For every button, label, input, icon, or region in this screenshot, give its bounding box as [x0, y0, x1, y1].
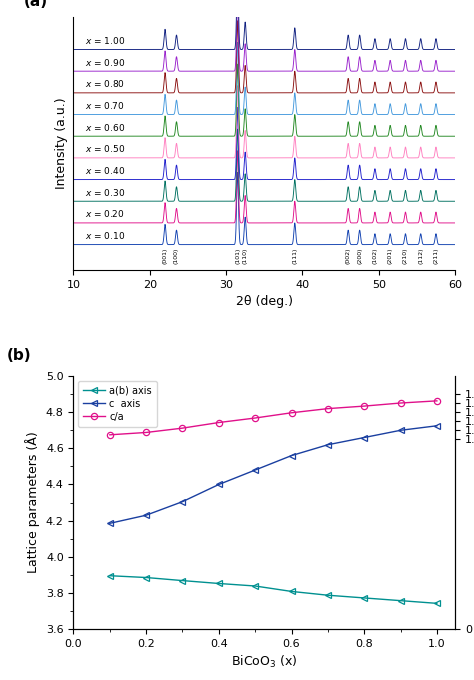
- a(b) axis: [289, 588, 294, 596]
- a(b) axis: [180, 577, 185, 585]
- Text: (002): (002): [346, 248, 351, 264]
- a(b) axis: [216, 579, 222, 588]
- c  axis: [143, 511, 149, 520]
- Text: (112): (112): [418, 248, 423, 264]
- X-axis label: 2θ (deg.): 2θ (deg.): [236, 295, 293, 308]
- c  axis: [434, 422, 440, 430]
- Text: $x$ = 0.40: $x$ = 0.40: [85, 165, 125, 176]
- c  axis: [325, 441, 331, 449]
- a(b) axis: [398, 596, 403, 605]
- Text: $x$ = 0.70: $x$ = 0.70: [85, 100, 125, 111]
- a(b) axis: [252, 582, 258, 590]
- c/a: [289, 409, 294, 417]
- Text: $x$ = 0.10: $x$ = 0.10: [85, 230, 125, 241]
- Text: $x$ = 0.20: $x$ = 0.20: [85, 208, 125, 220]
- Line: c/a: c/a: [107, 398, 440, 438]
- Text: (101): (101): [235, 248, 240, 264]
- a(b) axis: [361, 594, 367, 602]
- Line: a(b) axis: a(b) axis: [107, 573, 440, 607]
- Text: $x$ = 0.30: $x$ = 0.30: [85, 186, 125, 198]
- c/a: [107, 430, 113, 439]
- Y-axis label: Intensity (a.u.): Intensity (a.u.): [55, 98, 68, 189]
- c  axis: [289, 452, 294, 460]
- Legend: a(b) axis, c  axis, c/a: a(b) axis, c axis, c/a: [78, 381, 157, 426]
- Text: $x$ = 1.00: $x$ = 1.00: [85, 35, 125, 46]
- Text: (a): (a): [24, 0, 48, 10]
- c/a: [434, 396, 440, 405]
- Y-axis label: Lattice parameters (Å): Lattice parameters (Å): [25, 432, 40, 573]
- Text: (200): (200): [357, 248, 362, 264]
- Text: $x$ = 0.90: $x$ = 0.90: [85, 56, 125, 67]
- Text: $x$ = 0.50: $x$ = 0.50: [85, 143, 125, 154]
- a(b) axis: [143, 573, 149, 581]
- Text: (111): (111): [292, 248, 297, 264]
- Text: (201): (201): [388, 248, 392, 264]
- Text: (211): (211): [433, 248, 438, 264]
- c  axis: [107, 520, 113, 528]
- c/a: [361, 402, 367, 410]
- c/a: [252, 414, 258, 422]
- c/a: [325, 405, 331, 413]
- Text: (210): (210): [403, 248, 408, 264]
- Text: (100): (100): [174, 248, 179, 264]
- Text: (b): (b): [7, 348, 31, 364]
- c/a: [143, 428, 149, 437]
- Text: (102): (102): [373, 248, 377, 264]
- c  axis: [398, 426, 403, 435]
- a(b) axis: [325, 591, 331, 599]
- c  axis: [180, 498, 185, 506]
- c/a: [216, 418, 222, 426]
- a(b) axis: [107, 572, 113, 580]
- c  axis: [252, 466, 258, 474]
- X-axis label: BiCoO$_{3}$ (x): BiCoO$_{3}$ (x): [231, 654, 298, 670]
- Text: (110): (110): [243, 248, 248, 264]
- a(b) axis: [434, 599, 440, 607]
- c  axis: [216, 480, 222, 488]
- Text: $x$ = 0.60: $x$ = 0.60: [85, 122, 125, 133]
- Text: $x$ = 0.80: $x$ = 0.80: [85, 78, 125, 89]
- Text: (001): (001): [163, 248, 167, 264]
- Line: c  axis: c axis: [107, 423, 440, 526]
- c/a: [180, 424, 185, 432]
- c  axis: [361, 433, 367, 441]
- c/a: [398, 399, 403, 407]
